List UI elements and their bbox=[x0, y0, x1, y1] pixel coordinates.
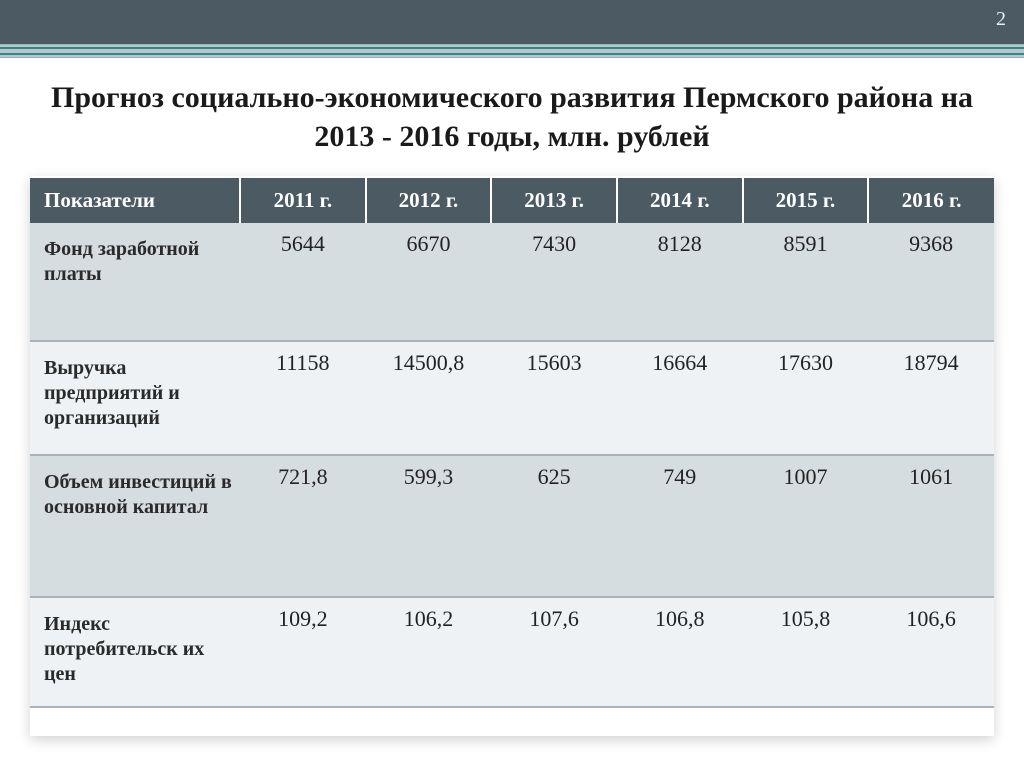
col-header-2012: 2012 г. bbox=[366, 178, 492, 223]
cell: 17630 bbox=[743, 341, 869, 455]
accent-bar bbox=[0, 44, 1024, 58]
page-number: 2 bbox=[996, 8, 1006, 31]
table-header-row: Показатели 2011 г. 2012 г. 2013 г. 2014 … bbox=[30, 178, 994, 223]
table-row: Фонд заработной платы 5644 6670 7430 812… bbox=[30, 223, 994, 341]
cell: 8591 bbox=[743, 223, 869, 341]
cell: 6670 bbox=[366, 223, 492, 341]
cell: 16664 bbox=[617, 341, 743, 455]
col-header-2015: 2015 г. bbox=[743, 178, 869, 223]
cell: 625 bbox=[491, 455, 617, 597]
topbar: 2 bbox=[0, 0, 1024, 44]
col-header-2011: 2011 г. bbox=[240, 178, 366, 223]
data-table-wrap: Показатели 2011 г. 2012 г. 2013 г. 2014 … bbox=[30, 178, 994, 708]
slide: 2 Прогноз социально-экономического разви… bbox=[0, 0, 1024, 768]
table-row: Выручка предприятий и организаций 11158 … bbox=[30, 341, 994, 455]
cell: 7430 bbox=[491, 223, 617, 341]
data-table: Показатели 2011 г. 2012 г. 2013 г. 2014 … bbox=[30, 178, 994, 708]
table-row: Индекс потребительск их цен 109,2 106,2 … bbox=[30, 597, 994, 707]
cell: 1061 bbox=[868, 455, 994, 597]
cell: 15603 bbox=[491, 341, 617, 455]
cell: 1007 bbox=[743, 455, 869, 597]
slide-title: Прогноз социально-экономического развити… bbox=[40, 78, 984, 156]
cell: 105,8 bbox=[743, 597, 869, 707]
cell: 106,8 bbox=[617, 597, 743, 707]
cell: 599,3 bbox=[366, 455, 492, 597]
cell: 749 bbox=[617, 455, 743, 597]
row-label: Индекс потребительск их цен bbox=[30, 597, 240, 707]
row-label: Фонд заработной платы bbox=[30, 223, 240, 341]
cell: 106,2 bbox=[366, 597, 492, 707]
cell: 18794 bbox=[868, 341, 994, 455]
cell: 107,6 bbox=[491, 597, 617, 707]
col-header-2014: 2014 г. bbox=[617, 178, 743, 223]
table-row: Объем инвестиций в основной капитал 721,… bbox=[30, 455, 994, 597]
col-header-indicator: Показатели bbox=[30, 178, 240, 223]
cell: 721,8 bbox=[240, 455, 366, 597]
col-header-2016: 2016 г. bbox=[868, 178, 994, 223]
row-label: Объем инвестиций в основной капитал bbox=[30, 455, 240, 597]
cell: 14500,8 bbox=[366, 341, 492, 455]
cell: 9368 bbox=[868, 223, 994, 341]
col-header-2013: 2013 г. bbox=[491, 178, 617, 223]
cell: 8128 bbox=[617, 223, 743, 341]
cell: 5644 bbox=[240, 223, 366, 341]
row-label: Выручка предприятий и организаций bbox=[30, 341, 240, 455]
cell: 106,6 bbox=[868, 597, 994, 707]
cell: 11158 bbox=[240, 341, 366, 455]
cell: 109,2 bbox=[240, 597, 366, 707]
